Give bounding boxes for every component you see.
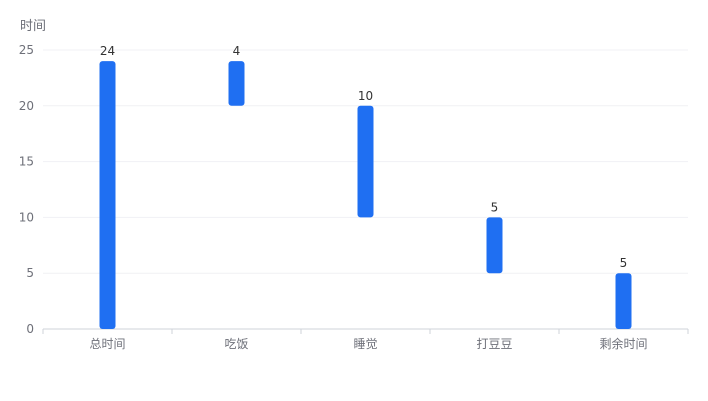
bar-1[interactable]	[228, 61, 245, 106]
y-tick-label: 20	[19, 99, 34, 113]
x-tick-label: 睡觉	[353, 337, 377, 351]
y-tick-label: 10	[19, 210, 34, 224]
data-labels: 24 4 10 5 5	[100, 44, 627, 270]
data-label: 10	[358, 89, 373, 103]
x-tick-label: 打豆豆	[476, 337, 512, 351]
y-tick-label: 0	[26, 322, 34, 336]
bar-0[interactable]	[99, 61, 116, 329]
bars	[99, 61, 632, 329]
x-tick-label: 总时间	[89, 337, 125, 351]
data-label: 24	[100, 44, 115, 58]
data-label: 5	[491, 200, 499, 214]
y-axis-ticks: 0 5 10 15 20 25	[19, 43, 34, 336]
y-tick-label: 5	[26, 266, 34, 280]
bar-2[interactable]	[357, 105, 374, 218]
x-tick-label: 吃饭	[224, 337, 248, 351]
y-axis-title: 时间	[20, 19, 46, 34]
bar-4[interactable]	[615, 273, 632, 329]
bar-3[interactable]	[486, 217, 503, 274]
x-tick-label: 剩余时间	[599, 336, 647, 351]
x-axis-ticks: 总时间 吃饭 睡觉 打豆豆 剩余时间	[42, 329, 689, 351]
data-label: 4	[233, 44, 241, 58]
y-tick-label: 15	[19, 155, 34, 169]
y-tick-label: 25	[19, 43, 34, 57]
data-label: 5	[620, 256, 628, 270]
